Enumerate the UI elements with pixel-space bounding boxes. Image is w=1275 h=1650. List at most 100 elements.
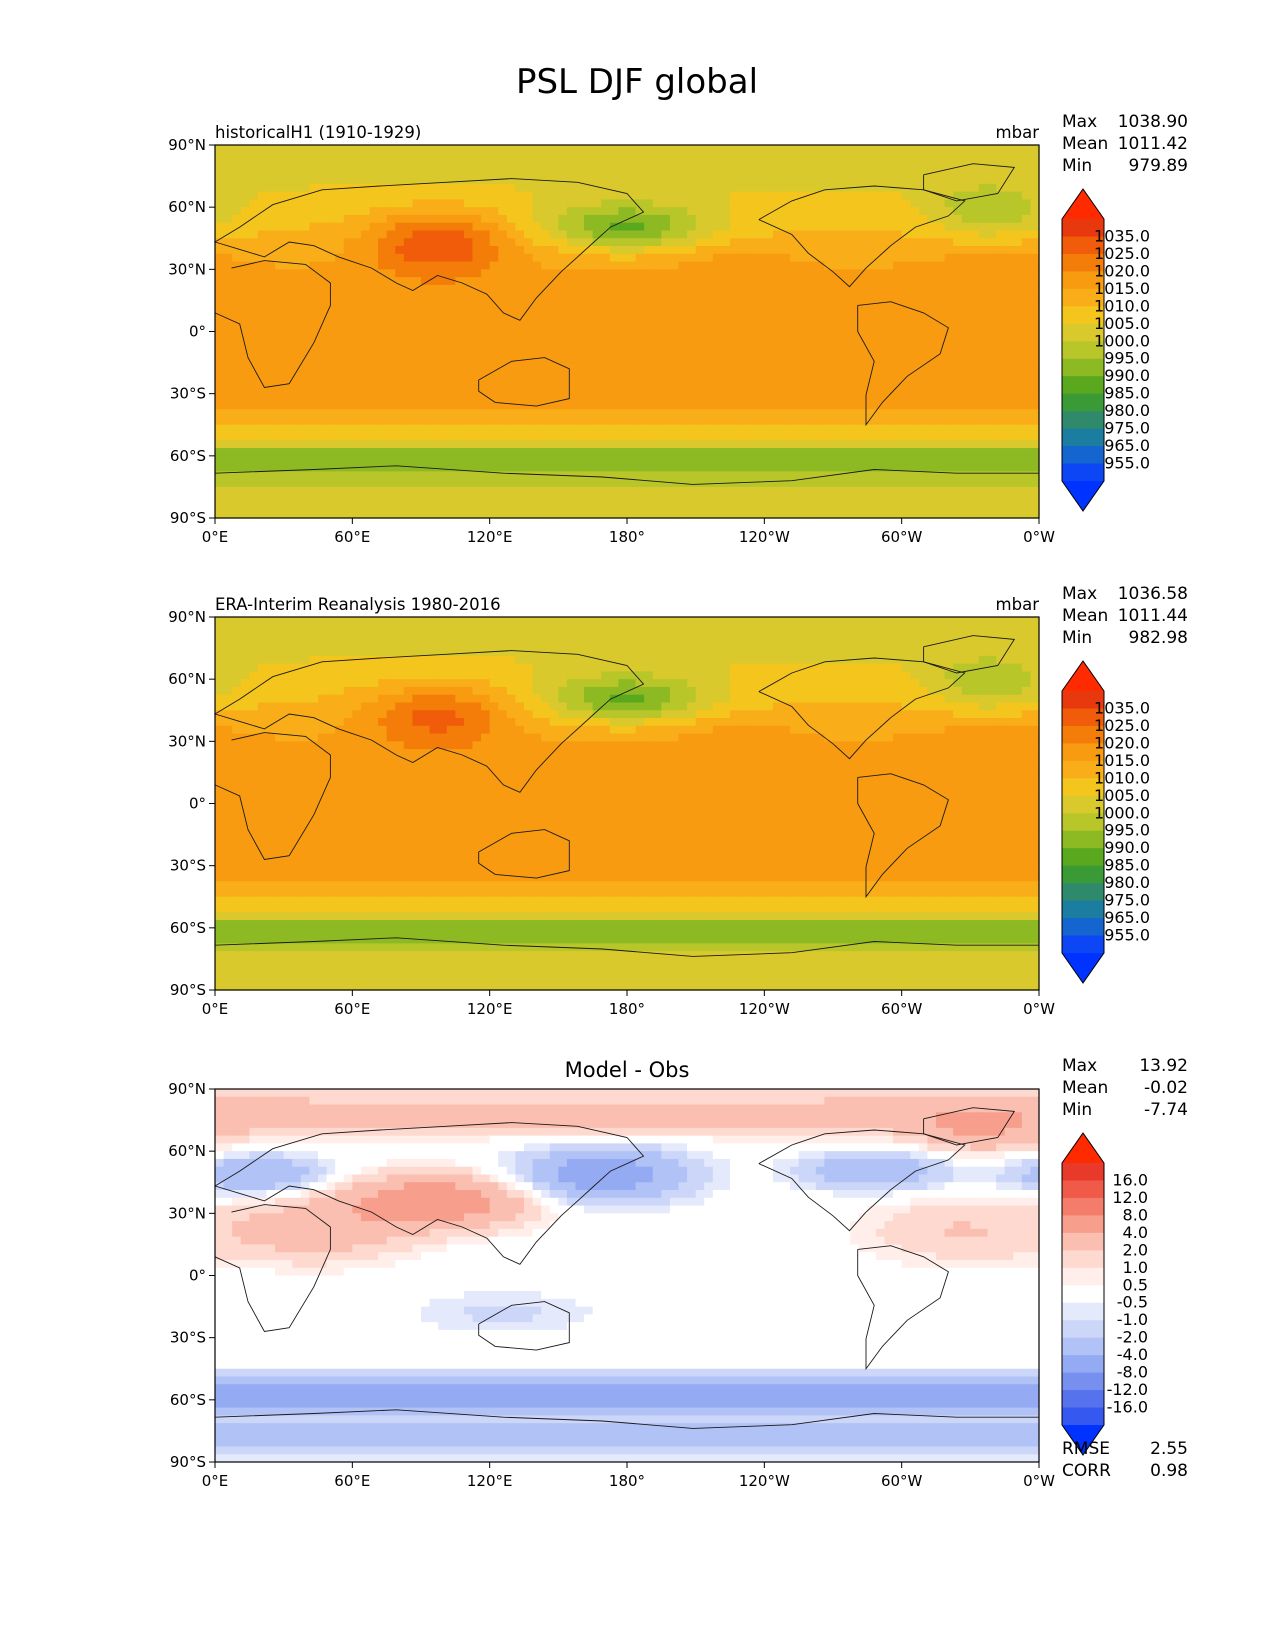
colorbar-band [1062, 865, 1104, 884]
colorbar-label: 1005.0 [1094, 786, 1150, 805]
x-tick-label: 60°W [881, 1000, 923, 1018]
colorbar-top-extend [1062, 189, 1104, 219]
colorbar-label: -4.0 [1117, 1345, 1148, 1364]
stat-value: 1038.90 [1118, 112, 1188, 132]
y-tick-label: 60°N [168, 1142, 206, 1160]
x-tick-label: 0°W [1023, 1472, 1055, 1490]
coastline [758, 185, 966, 288]
colorbar-band [1062, 428, 1104, 447]
colorbar-band [1062, 1250, 1104, 1269]
colorbar-band [1062, 743, 1104, 762]
stat-label: Max [1062, 584, 1097, 604]
colorbar-band [1062, 1320, 1104, 1339]
colorbar-label: 1035.0 [1094, 698, 1150, 717]
x-tick-label: 180° [609, 1472, 645, 1490]
colorbar-band [1062, 393, 1104, 412]
colorbar-band [1062, 288, 1104, 307]
colorbar-label: 1.0 [1123, 1258, 1148, 1277]
colorbar-band [1062, 306, 1104, 325]
colorbar-outline [1061, 1132, 1105, 1456]
panels: historicalH1 (1910-1929) mbar Max 1038.90 Me… [168, 112, 1188, 1490]
metric-value: 0.98 [1150, 1461, 1188, 1481]
coastlines [214, 635, 1039, 957]
stat-label: Max [1062, 1056, 1097, 1076]
y-tick-label: 90°S [170, 981, 206, 999]
coastline [857, 301, 949, 427]
x-tick-label: 60°E [334, 528, 370, 546]
y-tick-label: 30°S [170, 857, 206, 875]
colorbar-outline [1061, 660, 1105, 984]
colorbar-band [1062, 271, 1104, 290]
x-tick-label: 60°E [334, 1000, 370, 1018]
coastline [478, 829, 570, 879]
colorbar-label: 995.0 [1104, 821, 1150, 840]
coastline [923, 1107, 1016, 1146]
x-tick-label: 180° [609, 1000, 645, 1018]
colorbar-label: 1020.0 [1094, 733, 1150, 752]
coastline [214, 732, 331, 860]
x-tick-label: 60°W [881, 1472, 923, 1490]
colorbar-bottom-extend [1062, 481, 1104, 511]
metric-value: 2.55 [1150, 1439, 1188, 1459]
x-tick-label: 120°E [467, 528, 513, 546]
colorbar-label: 975.0 [1104, 891, 1150, 910]
coastline [214, 650, 645, 793]
panel-subtitle: historicalH1 (1910-1929) [215, 123, 421, 142]
colorbar-label: 975.0 [1104, 419, 1150, 438]
coastline [923, 635, 1016, 674]
stat-value: 1036.58 [1118, 584, 1188, 604]
colorbar-label: 955.0 [1104, 454, 1150, 473]
colorbar-band [1062, 691, 1104, 709]
colorbar-label: -12.0 [1107, 1380, 1148, 1399]
colorbar-label: -0.5 [1117, 1293, 1148, 1312]
colorbar-band [1062, 760, 1104, 779]
colorbar-label: -16.0 [1107, 1398, 1148, 1417]
colorbar-label: 16.0 [1112, 1170, 1148, 1189]
coastline [214, 1122, 645, 1265]
x-tick-label: 120°W [739, 1472, 790, 1490]
colorbar-band [1062, 1355, 1104, 1374]
colorbar-label: 965.0 [1104, 908, 1150, 927]
panel-subtitle: ERA-Interim Reanalysis 1980-2016 [215, 595, 501, 614]
colorbar-label: 1010.0 [1094, 296, 1150, 315]
coastlines [214, 1107, 1039, 1429]
colorbar-label: 980.0 [1104, 401, 1150, 420]
colorbar-label: -1.0 [1117, 1310, 1148, 1329]
x-tick-label: 0°E [202, 528, 229, 546]
colorbar-label: 1025.0 [1094, 716, 1150, 735]
colorbar-label: 965.0 [1104, 436, 1150, 455]
colorbar-band [1062, 1302, 1104, 1321]
colorbar-band [1062, 1390, 1104, 1409]
stat-label: Mean [1062, 606, 1108, 626]
panel-2: ERA-Interim Reanalysis 1980-2016 mbar Max 1… [168, 584, 1188, 1018]
colorbar-band [1062, 1197, 1104, 1216]
y-tick-label: 30°S [170, 1329, 206, 1347]
colorbar-band [1062, 341, 1104, 360]
colorbar-bottom-extend [1062, 953, 1104, 983]
x-tick-label: 120°E [467, 1472, 513, 1490]
colorbar-label: 985.0 [1104, 384, 1150, 403]
y-tick-label: 90°N [168, 1080, 206, 1098]
y-tick-label: 0° [189, 323, 206, 341]
y-tick-label: 30°S [170, 385, 206, 403]
y-tick-label: 0° [189, 1267, 206, 1285]
colorbar-bottom-extend [1062, 1425, 1104, 1455]
x-tick-label: 60°E [334, 1472, 370, 1490]
colorbar-band [1062, 1163, 1104, 1181]
colorbar-band [1062, 778, 1104, 797]
colorbar: 1035.01025.01020.01015.01010.01005.01000… [1061, 660, 1150, 984]
stat-value: 979.89 [1129, 156, 1188, 176]
coastline [758, 657, 966, 760]
colorbar: 16.012.08.04.02.01.00.5-0.5-1.0-2.0-4.0-… [1061, 1132, 1148, 1456]
x-tick-label: 0°E [202, 1000, 229, 1018]
colorbar-band [1062, 376, 1104, 395]
x-tick-label: 120°W [739, 1000, 790, 1018]
colorbar-band [1062, 358, 1104, 377]
stat-label: Mean [1062, 134, 1108, 154]
colorbar-band [1062, 813, 1104, 832]
colorbar-band [1062, 1215, 1104, 1234]
colorbar-band [1062, 900, 1104, 919]
colorbar-band [1062, 411, 1104, 430]
panel-title: Model - Obs [565, 1058, 690, 1082]
colorbar-band [1062, 1285, 1104, 1304]
